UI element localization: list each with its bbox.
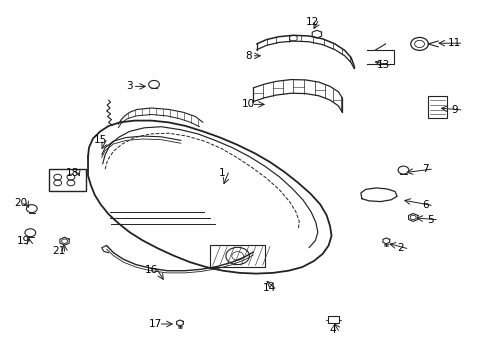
Text: 13: 13 (376, 60, 390, 70)
Text: 3: 3 (126, 81, 133, 91)
Text: 7: 7 (421, 164, 428, 174)
Text: 5: 5 (426, 215, 433, 225)
Text: 17: 17 (148, 319, 162, 329)
Text: 15: 15 (93, 135, 107, 145)
Text: 11: 11 (447, 38, 461, 48)
Text: 12: 12 (305, 17, 318, 27)
Bar (49, 169, 85, 191)
Text: 14: 14 (262, 283, 275, 293)
Text: 16: 16 (144, 265, 158, 275)
Text: 6: 6 (421, 200, 428, 210)
Bar (327, 316, 338, 323)
Text: 9: 9 (450, 105, 457, 115)
Text: 18: 18 (65, 168, 79, 178)
Text: 19: 19 (17, 236, 30, 246)
Text: 8: 8 (244, 51, 251, 61)
Text: 20: 20 (14, 198, 27, 208)
Bar (427, 96, 447, 118)
Text: 1: 1 (219, 168, 225, 178)
Text: 21: 21 (52, 246, 65, 256)
Text: 2: 2 (397, 243, 404, 253)
Text: 4: 4 (328, 325, 335, 336)
Text: 10: 10 (242, 99, 254, 109)
Bar (210, 245, 264, 267)
